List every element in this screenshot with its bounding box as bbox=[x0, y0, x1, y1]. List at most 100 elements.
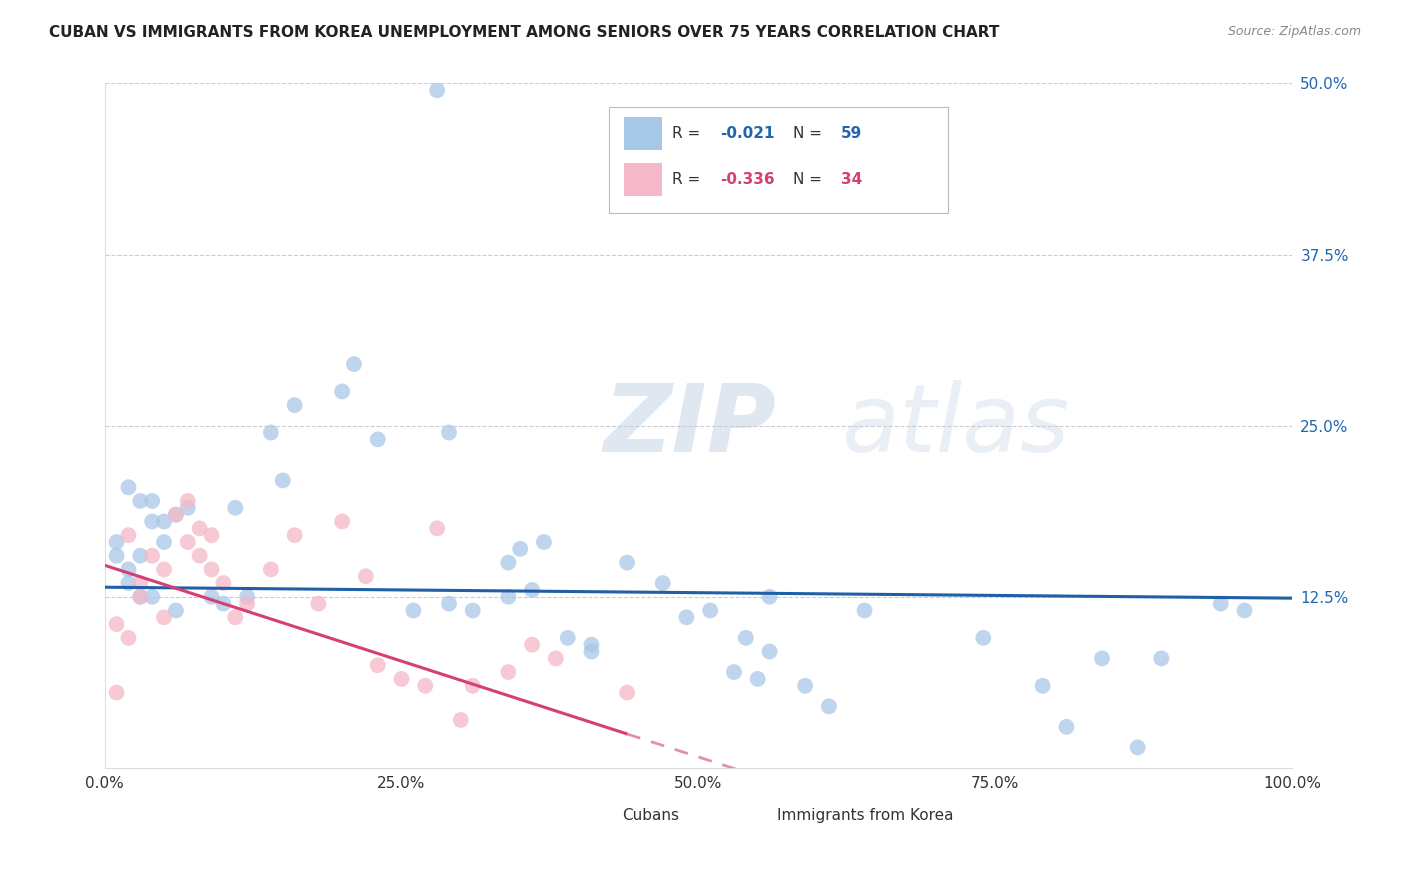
Point bbox=[177, 500, 200, 515]
Point bbox=[651, 576, 673, 591]
Point bbox=[450, 713, 472, 727]
Point bbox=[794, 679, 817, 693]
Point bbox=[129, 590, 152, 604]
Point bbox=[105, 535, 128, 549]
Point bbox=[236, 597, 259, 611]
Text: CUBAN VS IMMIGRANTS FROM KOREA UNEMPLOYMENT AMONG SENIORS OVER 75 YEARS CORRELAT: CUBAN VS IMMIGRANTS FROM KOREA UNEMPLOYM… bbox=[49, 25, 1000, 40]
Text: R =: R = bbox=[672, 126, 706, 141]
Point bbox=[402, 603, 425, 617]
FancyBboxPatch shape bbox=[609, 107, 948, 213]
Point bbox=[260, 425, 283, 440]
Point bbox=[153, 562, 176, 576]
Point bbox=[129, 549, 152, 563]
Point bbox=[330, 384, 353, 399]
Point bbox=[426, 83, 449, 97]
Point bbox=[747, 672, 769, 686]
FancyBboxPatch shape bbox=[623, 117, 662, 150]
Point bbox=[117, 562, 139, 576]
Point bbox=[758, 590, 780, 604]
Point bbox=[117, 631, 139, 645]
Point bbox=[758, 644, 780, 658]
FancyBboxPatch shape bbox=[740, 803, 769, 829]
Text: 34: 34 bbox=[841, 172, 862, 186]
Point bbox=[165, 508, 187, 522]
Point bbox=[498, 556, 520, 570]
Point bbox=[105, 549, 128, 563]
Point bbox=[616, 556, 638, 570]
Point bbox=[284, 528, 307, 542]
Point bbox=[461, 603, 484, 617]
Point bbox=[307, 597, 329, 611]
Point bbox=[533, 535, 555, 549]
Point bbox=[212, 576, 235, 591]
Point bbox=[153, 515, 176, 529]
Point bbox=[461, 679, 484, 693]
Point bbox=[224, 610, 246, 624]
Point bbox=[1032, 679, 1054, 693]
Point bbox=[200, 562, 222, 576]
Point bbox=[1209, 597, 1232, 611]
Point bbox=[129, 590, 152, 604]
Text: Cubans: Cubans bbox=[623, 808, 679, 823]
Point bbox=[367, 433, 389, 447]
Text: -0.021: -0.021 bbox=[720, 126, 775, 141]
Point bbox=[330, 515, 353, 529]
Point bbox=[284, 398, 307, 412]
Point bbox=[557, 631, 579, 645]
Point bbox=[236, 590, 259, 604]
Point bbox=[129, 494, 152, 508]
Point bbox=[354, 569, 377, 583]
Point bbox=[141, 590, 163, 604]
Point bbox=[723, 665, 745, 679]
Point bbox=[105, 617, 128, 632]
Point bbox=[498, 590, 520, 604]
Point bbox=[153, 610, 176, 624]
Point bbox=[200, 528, 222, 542]
Point bbox=[177, 494, 200, 508]
Point bbox=[141, 494, 163, 508]
Text: N =: N = bbox=[793, 172, 827, 186]
Point bbox=[581, 644, 603, 658]
Point bbox=[367, 658, 389, 673]
Point bbox=[426, 521, 449, 535]
Point bbox=[200, 590, 222, 604]
Point bbox=[437, 425, 460, 440]
Text: Source: ZipAtlas.com: Source: ZipAtlas.com bbox=[1227, 25, 1361, 38]
Point bbox=[212, 597, 235, 611]
Point bbox=[1126, 740, 1149, 755]
Point bbox=[1054, 720, 1077, 734]
Text: Immigrants from Korea: Immigrants from Korea bbox=[776, 808, 953, 823]
Point bbox=[177, 535, 200, 549]
Point bbox=[509, 541, 531, 556]
FancyBboxPatch shape bbox=[585, 803, 616, 829]
Text: R =: R = bbox=[672, 172, 706, 186]
Point bbox=[117, 528, 139, 542]
Point bbox=[117, 480, 139, 494]
Point bbox=[188, 521, 211, 535]
Point bbox=[117, 576, 139, 591]
Text: N =: N = bbox=[793, 126, 827, 141]
Point bbox=[699, 603, 721, 617]
Point bbox=[165, 603, 187, 617]
Point bbox=[1233, 603, 1256, 617]
Point bbox=[734, 631, 756, 645]
Point bbox=[437, 597, 460, 611]
Point bbox=[260, 562, 283, 576]
Point bbox=[616, 685, 638, 699]
Point bbox=[675, 610, 697, 624]
Point bbox=[224, 500, 246, 515]
Point bbox=[165, 508, 187, 522]
Point bbox=[818, 699, 841, 714]
Text: atlas: atlas bbox=[841, 380, 1069, 471]
Point bbox=[129, 576, 152, 591]
Point bbox=[520, 582, 543, 597]
Point bbox=[581, 638, 603, 652]
Point bbox=[141, 549, 163, 563]
FancyBboxPatch shape bbox=[623, 163, 662, 195]
Point bbox=[853, 603, 876, 617]
Text: 59: 59 bbox=[841, 126, 862, 141]
Point bbox=[413, 679, 436, 693]
Point bbox=[141, 515, 163, 529]
Point bbox=[544, 651, 567, 665]
Point bbox=[271, 474, 294, 488]
